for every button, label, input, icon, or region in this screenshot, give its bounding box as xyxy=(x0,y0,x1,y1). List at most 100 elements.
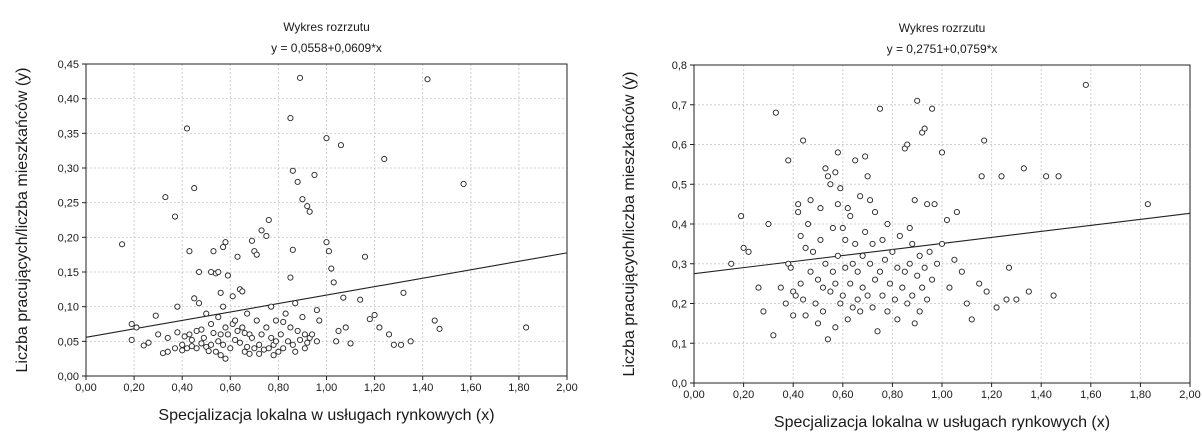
scatter-point xyxy=(323,239,330,246)
y-tick-label: 0,8 xyxy=(672,60,687,72)
scatter-point xyxy=(164,334,171,341)
scatter-point xyxy=(738,212,745,220)
scatter-point xyxy=(258,227,265,234)
scatter-point xyxy=(385,331,393,338)
scatter-point xyxy=(313,307,320,314)
scatter-point xyxy=(268,303,275,310)
scatter-point xyxy=(914,272,921,279)
scatter-point xyxy=(145,339,152,346)
x-tick-label: 0,20 xyxy=(733,389,754,401)
scatter-point xyxy=(296,74,304,81)
scatter-point xyxy=(864,173,871,180)
scatter-point xyxy=(280,345,287,352)
scatter-point xyxy=(795,201,802,208)
scatter-point xyxy=(829,268,836,275)
scatter-point xyxy=(822,165,829,172)
x-axis-label: Specjalizacja lokalna w usługach rynkowy… xyxy=(774,414,1110,431)
y-tick-label: 0,15 xyxy=(58,267,79,279)
scatter-point xyxy=(366,316,373,323)
scatter-point xyxy=(239,324,246,331)
scatter-point xyxy=(220,243,227,251)
scatter-point xyxy=(899,284,906,291)
y-tick-label: 0,05 xyxy=(58,336,79,348)
x-tick-label: 1,00 xyxy=(931,389,952,401)
x-tick-label: 0,00 xyxy=(683,389,704,401)
scatter-point xyxy=(981,137,988,144)
scatter-point xyxy=(232,336,239,343)
y-tick-label: 0,10 xyxy=(58,302,79,314)
scatter-point xyxy=(215,314,222,321)
scatter-point xyxy=(133,324,140,331)
scatter-point xyxy=(272,317,280,324)
scatter-point xyxy=(436,325,443,332)
scatter-point xyxy=(232,317,239,324)
scatter-point xyxy=(869,240,876,247)
scatter-point xyxy=(188,336,195,343)
scatter-point xyxy=(316,317,323,324)
scatter-point xyxy=(1013,296,1020,303)
scatter-point xyxy=(198,340,205,347)
scatter-point xyxy=(829,224,836,232)
scatter-point xyxy=(916,252,923,259)
scatter-point xyxy=(938,240,946,247)
x-tick-label: 0,40 xyxy=(782,389,803,401)
scatter-point xyxy=(400,289,407,296)
scatter-point xyxy=(258,331,265,338)
scatter-point xyxy=(968,316,975,323)
scatter-point xyxy=(323,135,330,142)
scatter-point xyxy=(1050,292,1057,299)
scatter-point xyxy=(217,289,224,296)
scatter-point xyxy=(847,212,854,220)
y-tick-label: 0,30 xyxy=(58,163,79,175)
scatter-point xyxy=(839,224,846,232)
scatter-point xyxy=(208,320,215,328)
scatter-point xyxy=(347,340,354,347)
scatter-point xyxy=(879,236,886,243)
x-tick-label: 1,00 xyxy=(316,382,337,394)
scatter-point xyxy=(210,329,217,337)
scatter-point xyxy=(876,105,884,112)
scatter-point xyxy=(431,317,438,324)
scatter-point xyxy=(929,105,936,112)
scatter-point xyxy=(931,201,938,208)
scatter-point xyxy=(357,296,364,303)
scatter-point xyxy=(155,331,162,338)
scatter-point xyxy=(152,312,159,319)
scatter-point xyxy=(862,153,869,160)
scatter-point xyxy=(128,336,135,343)
scatter-point xyxy=(265,216,272,224)
x-tick-label: 1,40 xyxy=(1030,389,1051,401)
scatter-point xyxy=(770,332,777,339)
scatter-point xyxy=(304,203,311,210)
scatter-point xyxy=(772,109,779,116)
scatter-point xyxy=(896,232,903,239)
scatter-point xyxy=(275,348,282,355)
scatter-point xyxy=(171,213,179,220)
scatter-point xyxy=(760,308,767,315)
scatter-point xyxy=(1055,173,1062,180)
scatter-point xyxy=(951,256,958,263)
scatter-point xyxy=(884,308,891,315)
scatter-point xyxy=(289,341,296,348)
scatter-point xyxy=(728,260,735,267)
scatter-point xyxy=(248,237,255,244)
scatter-point xyxy=(330,279,337,286)
scatter-point xyxy=(335,327,342,334)
scatter-point xyxy=(800,296,807,303)
y-tick-label: 0,25 xyxy=(58,198,79,210)
scatter-point xyxy=(292,348,299,355)
scatter-point xyxy=(921,125,928,132)
scatter-point xyxy=(301,345,308,352)
scatter-point xyxy=(827,288,834,295)
x-tick-label: 1,20 xyxy=(981,389,1002,401)
scatter-point xyxy=(909,240,916,247)
scatter-point xyxy=(342,324,349,331)
scatter-point xyxy=(381,155,388,163)
scatter-point xyxy=(272,338,280,345)
scatter-point xyxy=(246,350,253,357)
scatter-point xyxy=(424,76,431,83)
y-tick-label: 0,2 xyxy=(672,299,687,311)
scatter-point xyxy=(909,292,916,299)
scatter-point xyxy=(162,194,169,201)
scatter-point xyxy=(904,300,911,307)
